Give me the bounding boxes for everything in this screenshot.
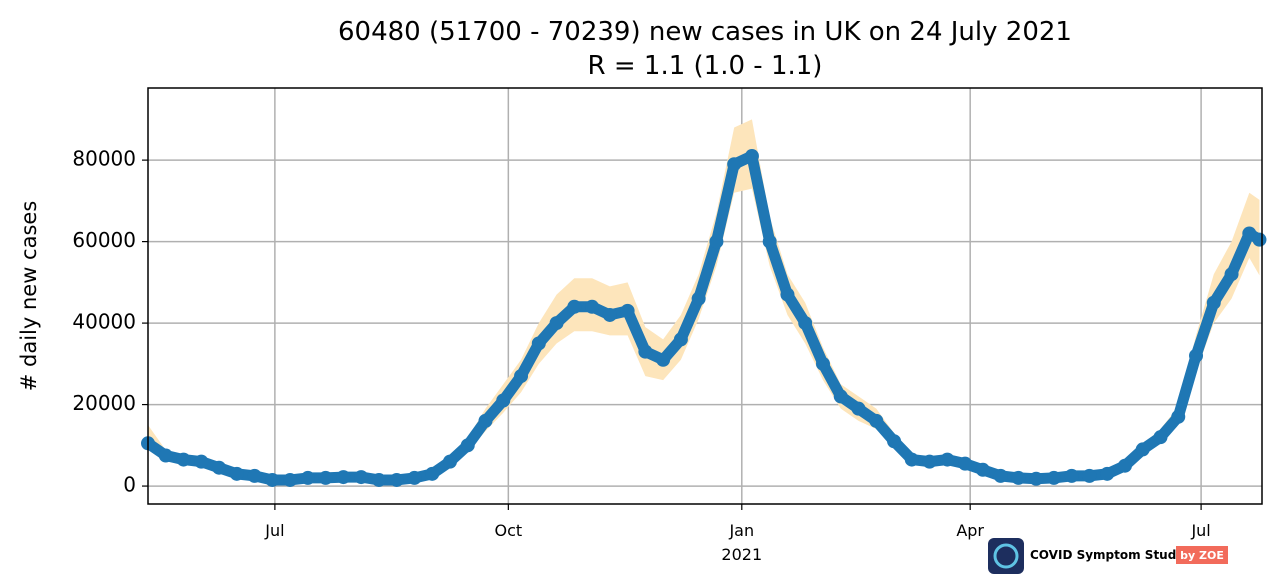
point	[212, 460, 227, 475]
point	[691, 291, 706, 306]
point	[176, 452, 191, 467]
y-tick-label: 40000	[72, 310, 136, 334]
y-axis-label: # daily new cases	[17, 201, 41, 392]
point	[958, 456, 973, 471]
point	[904, 452, 919, 467]
point	[283, 472, 298, 487]
point	[1011, 470, 1026, 485]
logo-badge: by ZOE	[1180, 549, 1224, 562]
y-tick-label: 20000	[72, 391, 136, 415]
point	[709, 234, 724, 249]
point	[194, 454, 209, 469]
point	[1171, 409, 1186, 424]
point	[389, 472, 404, 487]
x-tick-label: Jul	[1190, 521, 1210, 540]
point	[478, 413, 493, 428]
point	[1029, 471, 1044, 486]
x-offset-label: 2021	[721, 545, 762, 564]
point	[620, 303, 635, 318]
y-tick-label: 0	[123, 473, 136, 497]
logo-badge-bg	[1176, 546, 1228, 564]
point	[442, 454, 457, 469]
point	[727, 157, 742, 172]
point	[1046, 470, 1061, 485]
point	[656, 352, 671, 367]
point	[531, 336, 546, 351]
point	[567, 299, 582, 314]
point	[833, 389, 848, 404]
point	[762, 234, 777, 249]
point	[318, 470, 333, 485]
point	[229, 466, 244, 481]
chart-title: 60480 (51700 - 70239) new cases in UK on…	[338, 17, 1072, 47]
series-line	[144, 150, 1263, 486]
point	[247, 468, 262, 483]
point	[1224, 267, 1239, 282]
logo: COVID Symptom Study by ZOE	[988, 538, 1228, 574]
point	[798, 316, 813, 331]
point	[887, 434, 902, 449]
point	[1252, 232, 1267, 247]
point	[407, 470, 422, 485]
point	[1082, 468, 1097, 483]
point	[673, 332, 688, 347]
point	[940, 452, 955, 467]
point	[265, 472, 280, 487]
point	[815, 356, 830, 371]
x-tick-label: Apr	[956, 521, 984, 540]
y-tick-label: 80000	[72, 147, 136, 171]
point	[922, 454, 937, 469]
point	[460, 438, 475, 453]
point	[425, 466, 440, 481]
point	[869, 413, 884, 428]
axes-frame	[147, 87, 1263, 505]
chart-subtitle: R = 1.1 (1.0 - 1.1)	[588, 51, 823, 81]
logo-text: COVID Symptom Study	[1030, 548, 1184, 562]
point	[602, 307, 617, 322]
point	[354, 470, 369, 485]
point	[1189, 348, 1204, 363]
point	[158, 448, 173, 463]
point	[1117, 458, 1132, 473]
point	[851, 401, 866, 416]
point	[496, 393, 511, 408]
point	[993, 468, 1008, 483]
point	[1153, 430, 1168, 445]
point	[336, 470, 351, 485]
x-tick-label: Jul	[264, 521, 284, 540]
point	[1135, 442, 1150, 457]
point	[549, 316, 564, 331]
point	[371, 472, 386, 487]
x-tick-label: Jan	[728, 521, 754, 540]
point	[1064, 468, 1079, 483]
y-tick-label: 60000	[72, 228, 136, 252]
x-tick-label: Oct	[495, 521, 523, 540]
point	[1100, 466, 1115, 481]
logo-ring	[993, 543, 1019, 569]
point	[638, 344, 653, 359]
point	[975, 462, 990, 477]
point	[585, 299, 600, 314]
logo-icon	[988, 538, 1024, 574]
point	[780, 287, 795, 302]
point	[514, 369, 529, 384]
point	[744, 149, 759, 164]
point	[1206, 295, 1221, 310]
point	[300, 470, 315, 485]
point	[1242, 226, 1257, 241]
